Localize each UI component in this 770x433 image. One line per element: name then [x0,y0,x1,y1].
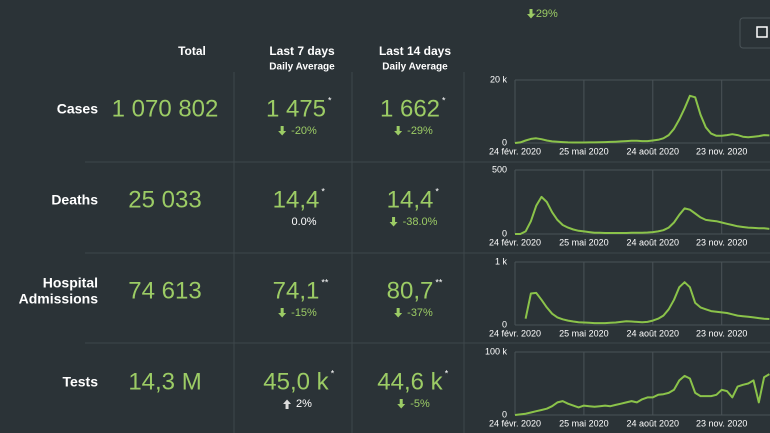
avg14-value: 80,7 [387,277,434,304]
x-tick-label: 24 févr. 2020 [489,146,541,156]
avg7-value: 14,4 [273,186,320,213]
avg14-change: -29% [407,125,433,137]
trend-arrow [283,399,292,409]
sparkline [514,94,770,144]
trend-arrow [278,308,287,318]
column-header: Total [178,44,206,58]
sparkline [524,281,770,325]
avg7-note: ** [321,277,329,287]
y-tick-label: 0 [502,137,507,147]
avg7-change: -15% [291,307,317,319]
y-tick-label: 0 [502,409,507,419]
x-tick-label: 24 févr. 2020 [489,418,541,428]
x-tick-label: 23 nov. 2020 [696,328,747,338]
avg7-note: * [321,186,325,196]
avg14-change: -37% [407,307,433,319]
y-tick-label: 1 k [495,256,508,266]
avg14-note: ** [435,277,443,287]
avg14-value: 44,6 k [377,368,443,395]
avg7-change: 0.0% [291,216,316,228]
trend-arrow [394,308,403,318]
avg7-note: * [328,95,332,105]
avg14-value: 14,4 [387,186,434,213]
sparkline [515,195,770,235]
x-tick-label: 25 mai 2020 [559,328,609,338]
menu-icon [756,26,768,38]
trend-arrow [397,399,406,409]
avg14-note: * [435,186,439,196]
row-label: Hospital [43,275,98,291]
y-tick-label: 500 [492,164,507,174]
avg14-value: 1 662 [380,95,440,122]
avg7-note: * [331,368,335,378]
row-label: Deaths [51,192,98,208]
total-value: 14,3 M [128,368,201,395]
avg7-change: 2% [296,398,312,410]
x-tick-label: 25 mai 2020 [559,237,609,247]
top-change: -29% [532,8,558,20]
sparkline [514,373,770,416]
row-label: Admissions [19,291,99,307]
x-tick-label: 25 mai 2020 [559,418,609,428]
y-tick-label: 0 [502,228,507,238]
x-tick-label: 25 mai 2020 [559,146,609,156]
trend-arrow [394,126,403,136]
menu-button[interactable] [739,17,770,49]
total-value: 74 613 [128,277,201,304]
x-tick-label: 23 nov. 2020 [696,146,747,156]
x-tick-label: 24 août 2020 [627,237,680,247]
x-tick-label: 24 août 2020 [627,328,680,338]
column-subheader: Daily Average [269,62,335,73]
column-header: Last 7 days [269,44,335,58]
x-tick-label: 24 août 2020 [627,146,680,156]
x-tick-label: 23 nov. 2020 [696,418,747,428]
avg14-change: -5% [410,398,430,410]
trend-arrow [278,126,287,136]
avg7-change: -20% [291,125,317,137]
total-value: 25 033 [128,186,201,213]
trend-arrow [389,217,398,227]
avg14-note: * [442,95,446,105]
avg14-change: -38.0% [403,216,438,228]
x-tick-label: 24 févr. 2020 [489,237,541,247]
row-label: Cases [57,101,98,117]
y-tick-label: 100 k [485,346,508,356]
y-tick-label: 20 k [490,74,508,84]
column-subheader: Daily Average [382,62,448,73]
avg7-value: 45,0 k [263,368,329,395]
row-label: Tests [62,374,98,390]
x-tick-label: 24 févr. 2020 [489,328,541,338]
x-tick-label: 24 août 2020 [627,418,680,428]
trend-arrow [527,9,535,19]
x-tick-label: 23 nov. 2020 [696,237,747,247]
total-value: 1 070 802 [112,95,219,122]
column-header: Last 14 days [379,44,451,58]
avg7-value: 74,1 [273,277,320,304]
avg7-value: 1 475 [266,95,326,122]
y-tick-label: 0 [502,319,507,329]
avg14-note: * [445,368,449,378]
